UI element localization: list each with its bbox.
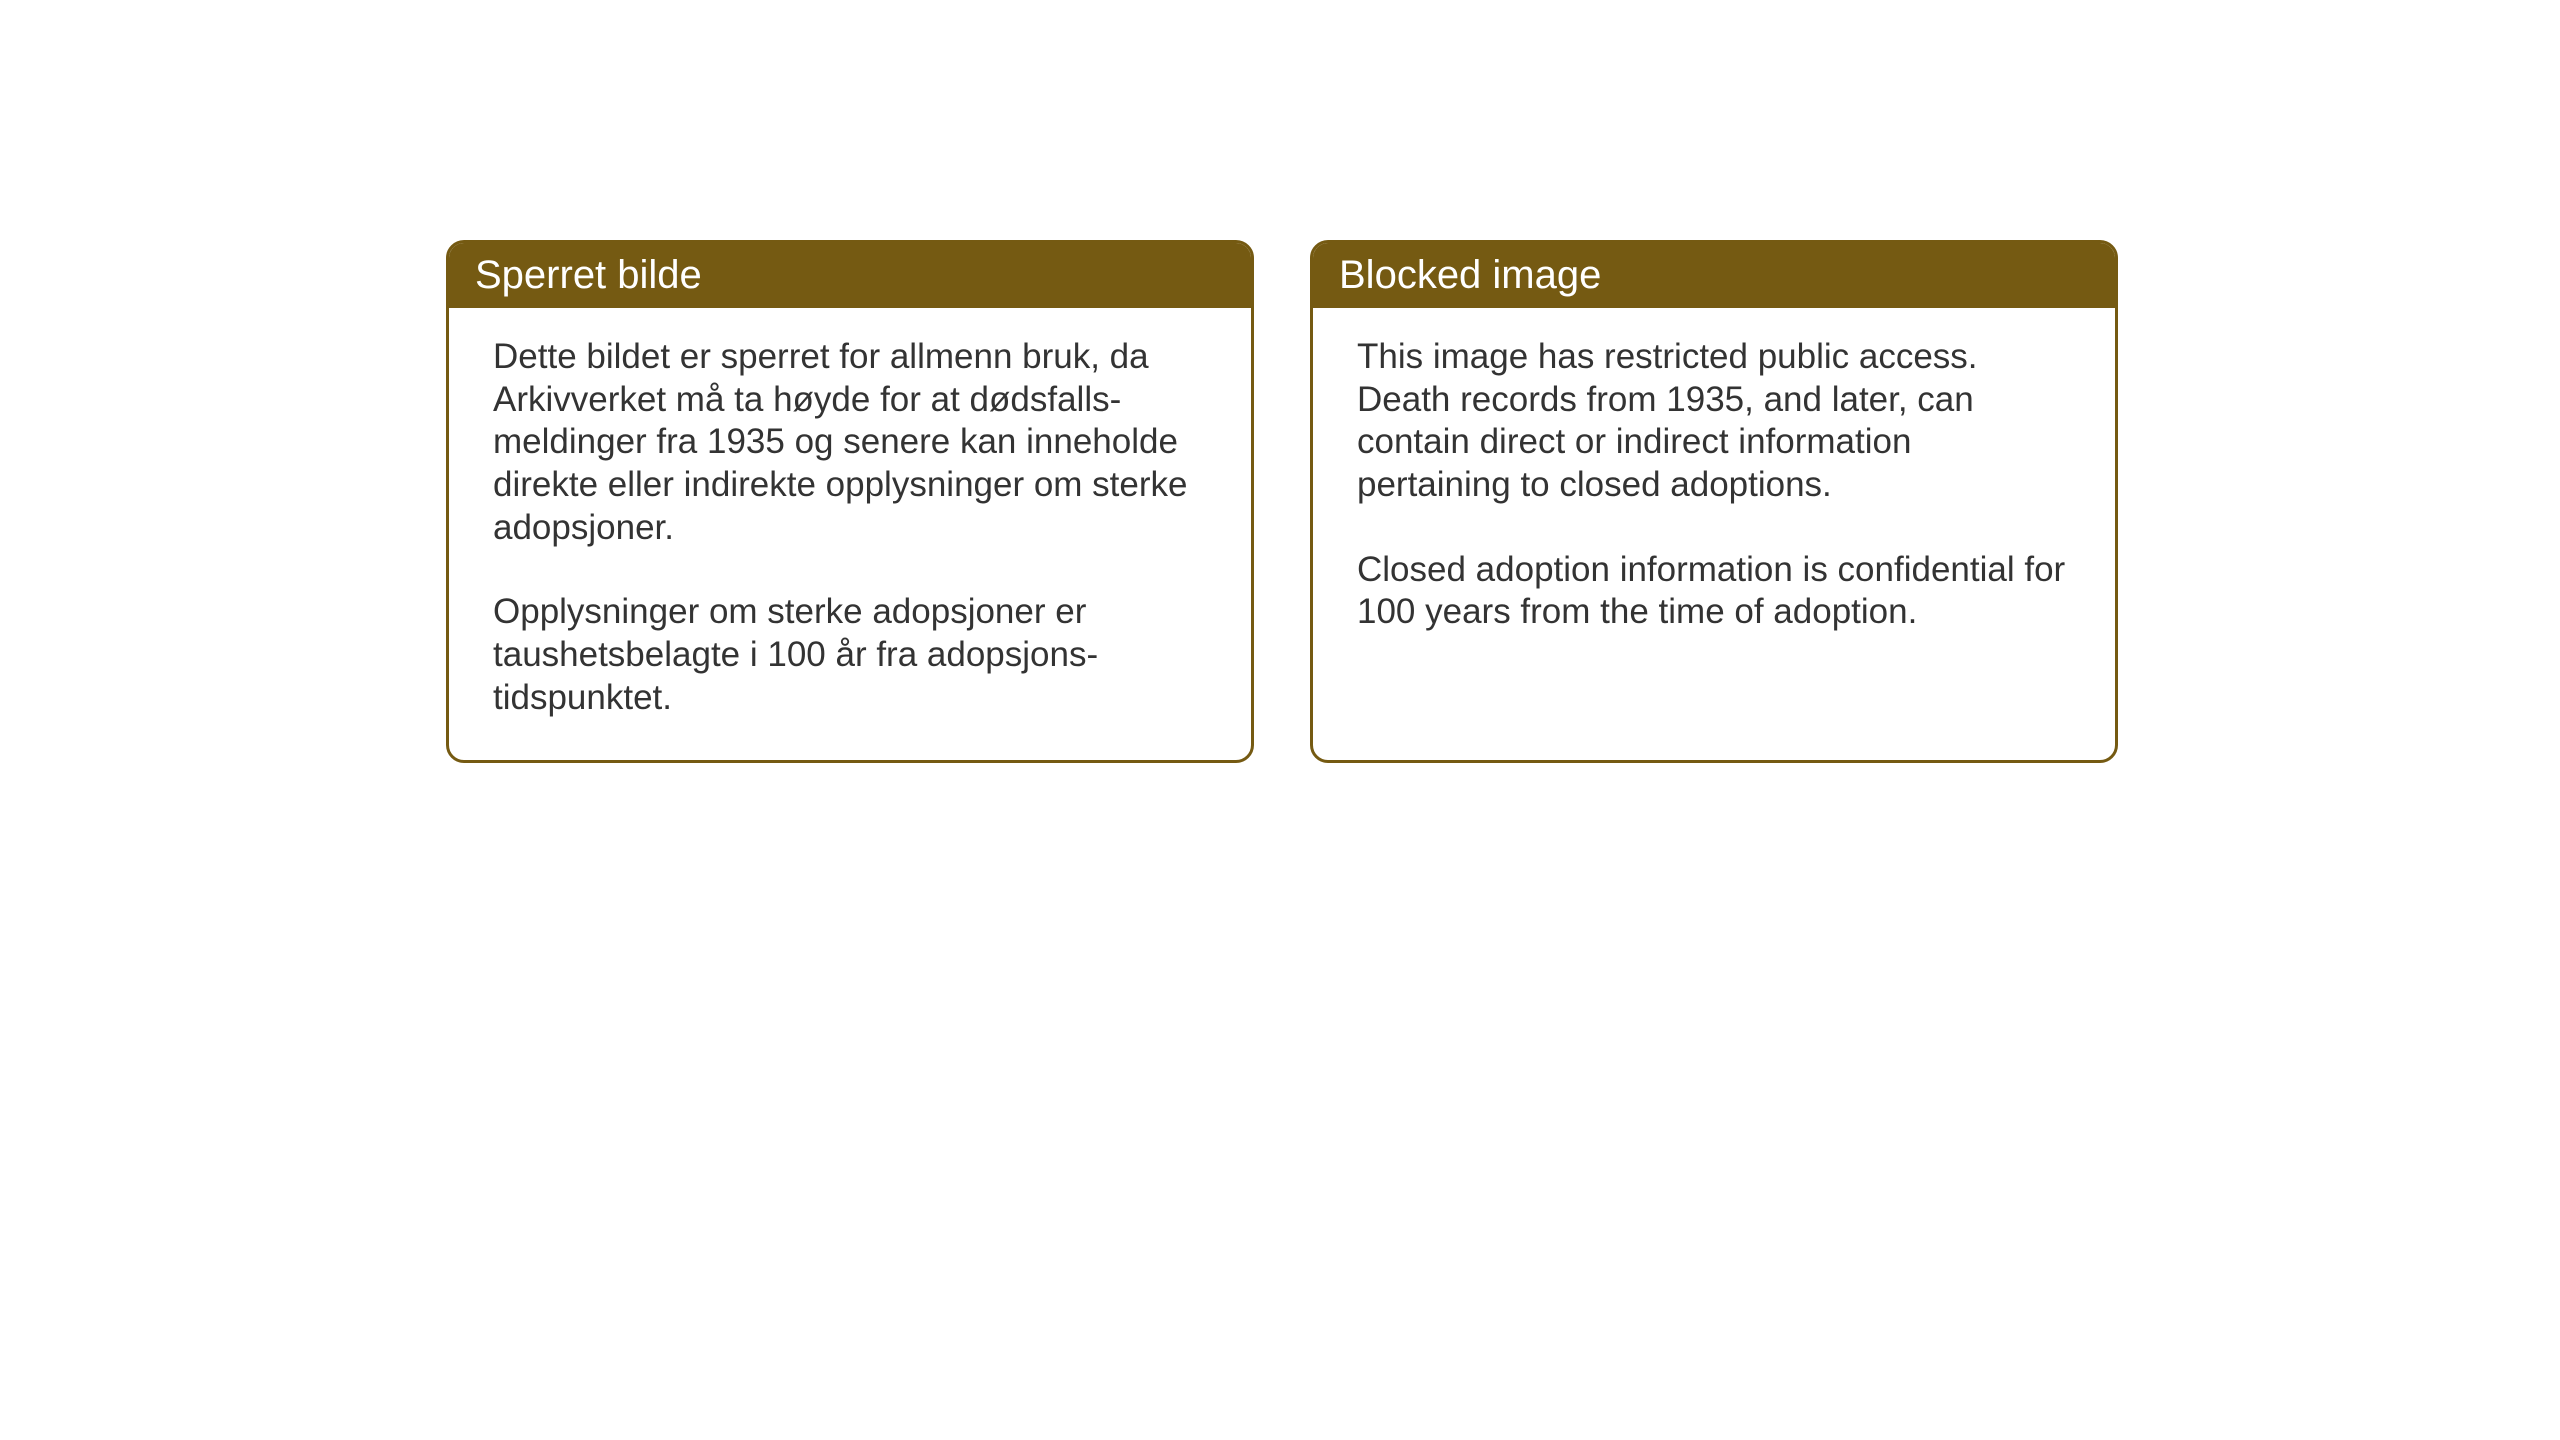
notice-container: Sperret bilde Dette bildet er sperret fo…: [446, 240, 2118, 763]
card-title-norwegian: Sperret bilde: [475, 253, 702, 297]
card-norwegian: Sperret bilde Dette bildet er sperret fo…: [446, 240, 1254, 763]
card-paragraph1-norwegian: Dette bildet er sperret for allmenn bruk…: [493, 336, 1207, 549]
card-paragraph2-english: Closed adoption information is confident…: [1357, 549, 2071, 634]
card-english: Blocked image This image has restricted …: [1310, 240, 2118, 763]
card-body-english: This image has restricted public access.…: [1313, 308, 2115, 674]
card-body-norwegian: Dette bildet er sperret for allmenn bruk…: [449, 308, 1251, 760]
card-paragraph2-norwegian: Opplysninger om sterke adopsjoner er tau…: [493, 591, 1207, 719]
card-header-norwegian: Sperret bilde: [449, 243, 1251, 308]
card-title-english: Blocked image: [1339, 253, 1601, 297]
card-header-english: Blocked image: [1313, 243, 2115, 308]
card-paragraph1-english: This image has restricted public access.…: [1357, 336, 2071, 507]
